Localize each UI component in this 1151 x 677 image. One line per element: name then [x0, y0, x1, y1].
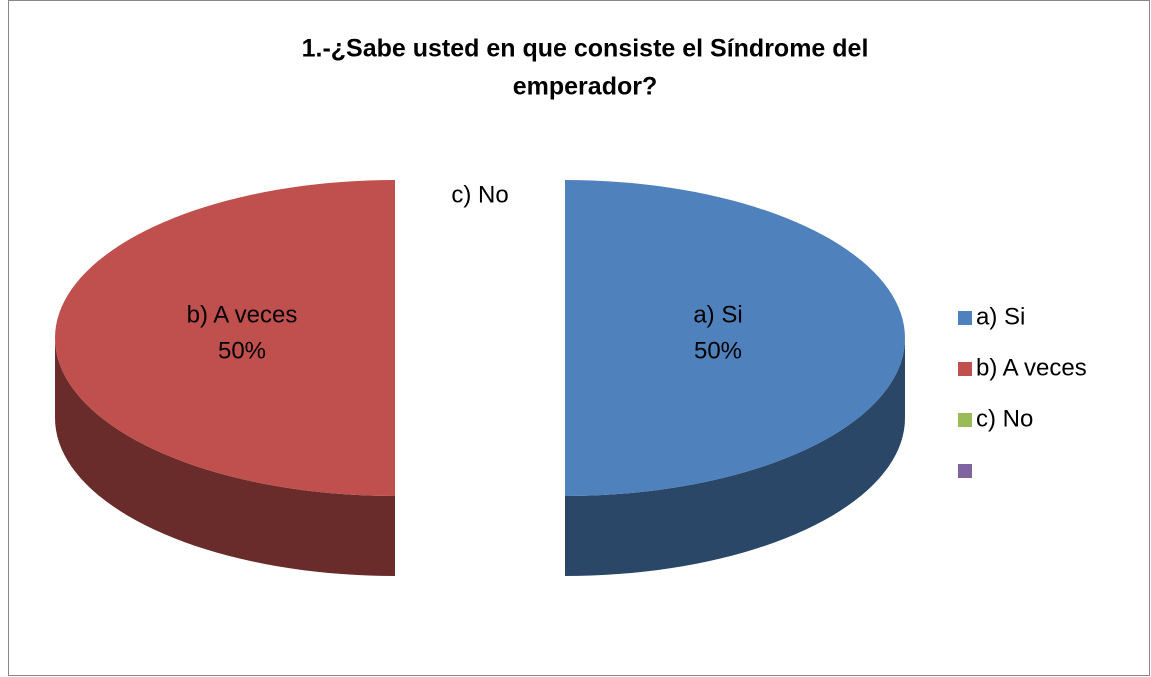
legend-label: c) No	[976, 405, 1033, 432]
data-label: a) Si	[693, 301, 742, 328]
slice	[55, 180, 395, 496]
legend-label: a) Si	[976, 303, 1025, 330]
chart-title: 1.-¿Sabe usted en que consiste el Síndro…	[302, 35, 869, 63]
data-label: 50%	[218, 337, 266, 364]
legend-swatch	[958, 413, 972, 427]
data-label: 50%	[694, 337, 742, 364]
legend-swatch	[958, 311, 972, 325]
legend-swatch	[958, 362, 972, 376]
legend-swatch	[958, 464, 972, 478]
slice	[565, 180, 905, 496]
legend-label: b) A veces	[976, 354, 1087, 381]
slice-wall	[55, 338, 395, 576]
data-label: b) A veces	[187, 301, 298, 328]
slice-wall	[565, 338, 905, 576]
chart-title: emperador?	[513, 73, 657, 101]
data-label: c) No	[451, 181, 508, 208]
